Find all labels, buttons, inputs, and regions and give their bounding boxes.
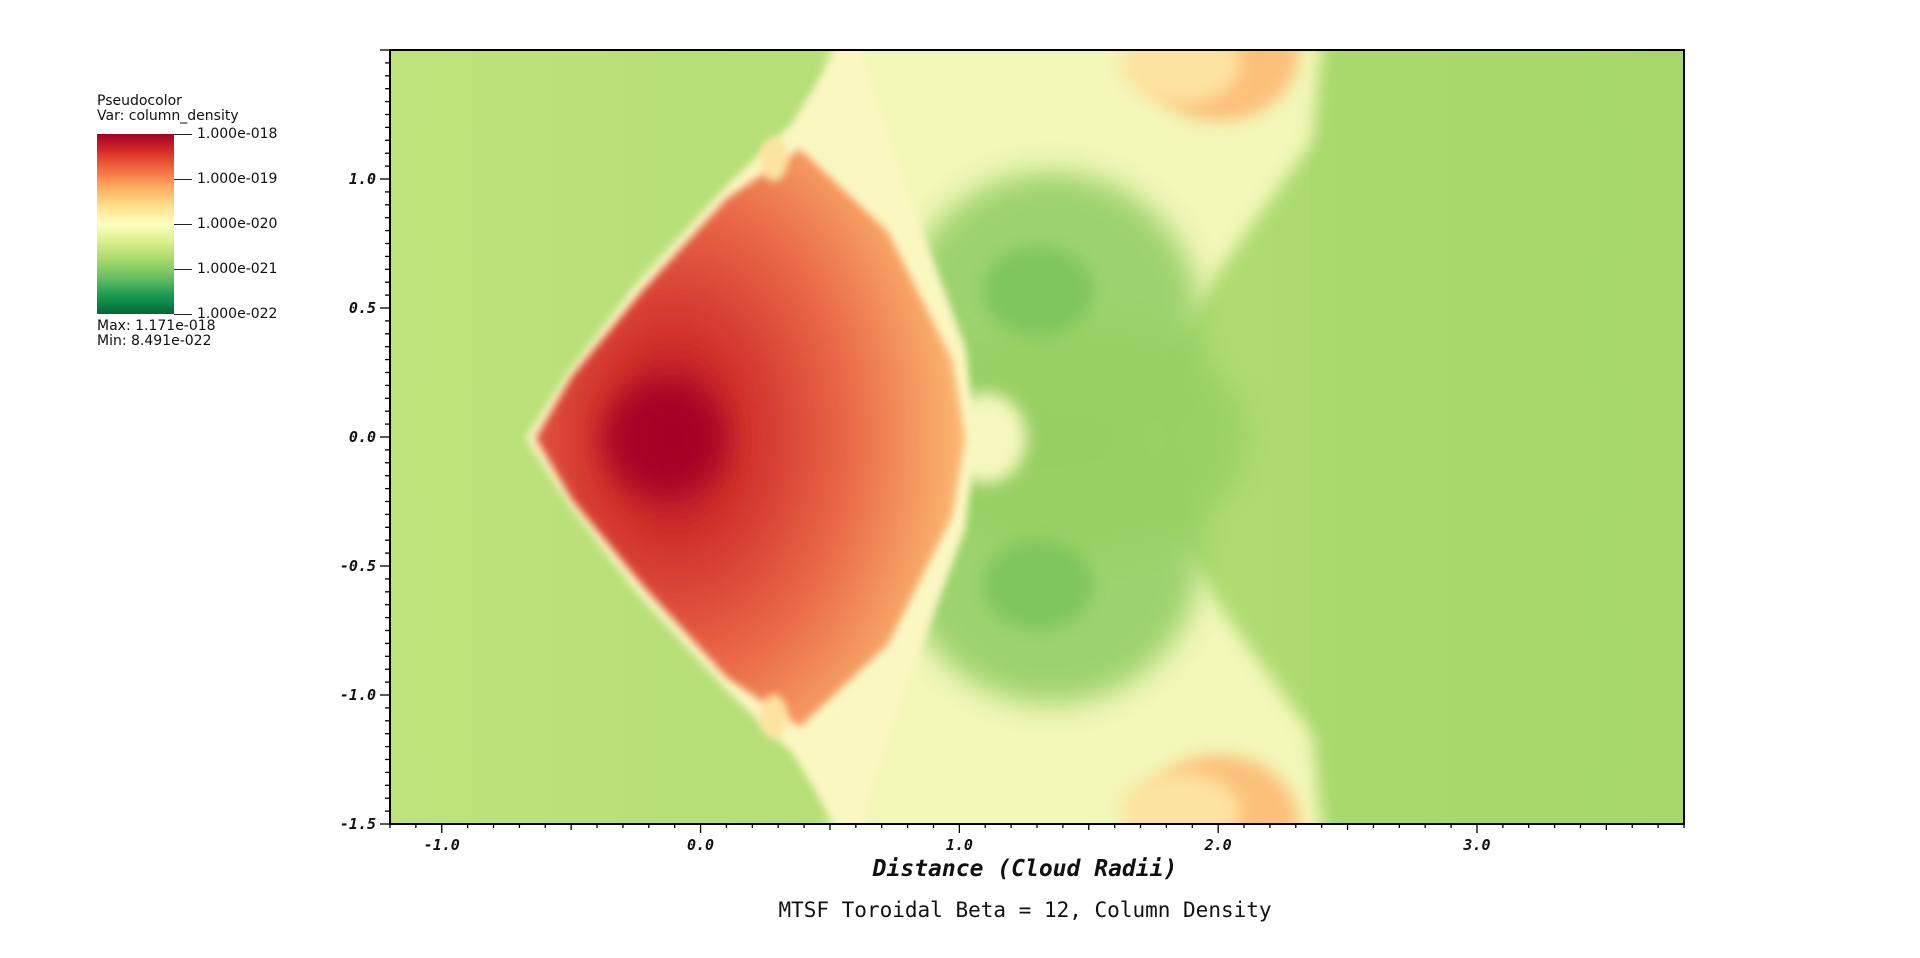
legend-max: Max: 1.171e-018 [97, 318, 216, 334]
colorbar-tick-label: 1.000e-021 [197, 261, 278, 277]
colorbar-tick-label: 1.000e-020 [197, 216, 278, 232]
wake-dense-upper [983, 245, 1093, 336]
colorbar-tick [174, 224, 192, 225]
x-tick-label: 0.0 [687, 836, 714, 854]
legend-min: Min: 8.491e-022 [97, 333, 212, 349]
legend-plot-type: Pseudocolor [97, 93, 182, 109]
chart-title: MTSF Toroidal Beta = 12, Column Density [778, 898, 1272, 922]
plot-area [389, 49, 1685, 825]
x-axis-label: Distance (Cloud Radii) [872, 856, 1178, 882]
y-tick-label: 0.0 [349, 428, 376, 446]
y-tick-label: -0.5 [340, 557, 376, 575]
downstream-region [1309, 51, 1683, 823]
colorbar-tick [174, 314, 192, 315]
x-tick-label: 2.0 [1204, 836, 1232, 854]
lower-knot [760, 694, 789, 739]
colorbar-tick [174, 269, 192, 270]
colorbar-gradient [97, 134, 174, 314]
colorbar-tick [174, 179, 192, 180]
upper-lobe-halo [1120, 51, 1241, 104]
y-tick-label: -1.5 [340, 815, 376, 833]
upper-knot [760, 137, 789, 182]
dense-core [535, 149, 966, 727]
colorbar-tick-label: 1.000e-022 [197, 306, 278, 322]
y-tick-label: 1.0 [349, 170, 376, 188]
colorbar-tick-label: 1.000e-018 [197, 126, 278, 142]
y-tick-label: -1.0 [340, 686, 376, 704]
wake-dense-lower [983, 540, 1093, 631]
x-tick-label: 1.0 [946, 836, 973, 854]
legend-variable: Var: column_density [97, 108, 239, 124]
colorbar-legend: Pseudocolor Var: column_density 1.000e-0… [97, 93, 317, 349]
wake-interior-center [906, 318, 1247, 558]
density-peak [602, 383, 723, 493]
x-tick-label: -1.0 [424, 836, 460, 854]
column-density-map [391, 51, 1683, 823]
lower-lobe-halo [1120, 772, 1241, 823]
y-tick-label: 0.5 [349, 299, 376, 317]
x-tick-label: 3.0 [1462, 836, 1490, 854]
colorbar-tick-label: 1.000e-019 [197, 171, 278, 187]
colorbar-tick [174, 134, 192, 135]
